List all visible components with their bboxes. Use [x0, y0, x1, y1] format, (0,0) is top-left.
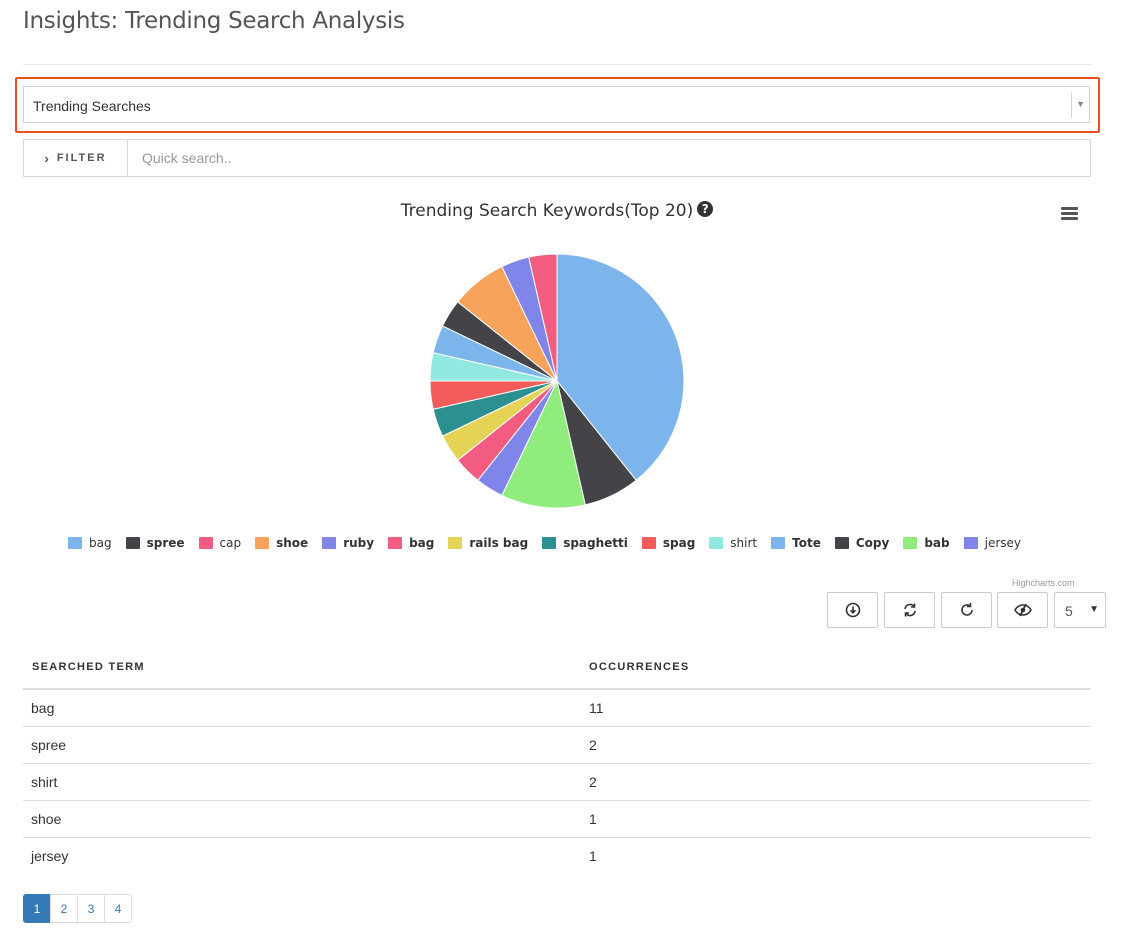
legend-label: spag — [662, 536, 696, 550]
legend-swatch — [322, 537, 337, 549]
legend-swatch — [963, 537, 978, 549]
legend-label: shirt — [730, 536, 758, 550]
legend-label: cap — [219, 536, 242, 550]
pie-slice-bag-0[interactable] — [556, 253, 685, 481]
pie-slice-unlabeled-2[interactable] — [501, 379, 586, 509]
legend-label: ruby — [343, 536, 375, 550]
cell-term: bag — [23, 689, 580, 727]
legend-swatch — [641, 537, 656, 549]
legend-item-spaghetti[interactable]: spaghetti — [542, 536, 628, 550]
legend-label: Copy — [855, 536, 890, 550]
title-divider — [23, 64, 1091, 65]
legend-label: shoe — [276, 536, 309, 550]
chevron-down-icon: ▼ — [1089, 604, 1099, 615]
legend-swatch — [388, 537, 403, 549]
legend-label: spaghetti — [563, 536, 628, 550]
cell-term: jersey — [31, 848, 69, 864]
table-row: shoe 1 — [23, 800, 1091, 838]
pie-chart — [429, 253, 685, 509]
legend-item-spag[interactable]: spag — [641, 536, 696, 550]
legend-item-rails-bag[interactable]: rails bag — [448, 536, 528, 550]
chevron-down-icon[interactable]: ▼ — [1076, 99, 1085, 109]
legend-item-ruby[interactable]: ruby — [322, 536, 374, 550]
quick-search-input[interactable] — [134, 140, 1090, 176]
legend-label: Tote — [792, 536, 821, 550]
legend-item-jersey[interactable]: jersey — [963, 536, 1021, 550]
table-row: jersey 1 — [23, 838, 1091, 875]
legend-item-tote[interactable]: Tote — [771, 536, 821, 550]
legend-swatch — [68, 537, 82, 549]
cell-count: 1 — [589, 848, 597, 864]
report-select-value: Trending Searches — [33, 98, 151, 114]
pie-slice-bag-13[interactable] — [528, 253, 558, 382]
cell-term: spree — [23, 726, 580, 764]
filter-button-label: FILTER — [56, 152, 107, 164]
page-2-button[interactable]: 2 — [50, 894, 78, 923]
legend-label: bab — [924, 536, 950, 550]
filter-bar: › FILTER — [23, 139, 1091, 177]
legend-item-shoe[interactable]: shoe — [255, 536, 308, 550]
cell-count: 1 — [580, 800, 1091, 838]
page-4-button[interactable]: 4 — [104, 894, 132, 923]
legend-item-copy[interactable]: Copy — [834, 536, 890, 550]
results-table: SEARCHED TERM OCCURRENCES bag 11 spree 2 s… — [23, 646, 1091, 874]
table-header-row: SEARCHED TERM OCCURRENCES — [23, 646, 1091, 690]
page-size-select[interactable]: 5 ▼ — [1054, 592, 1106, 628]
legend-label: bag — [89, 536, 112, 550]
cell-count: 2 — [580, 726, 1091, 764]
cell-count: 2 — [580, 763, 1091, 801]
refresh-button[interactable] — [941, 592, 992, 628]
legend-swatch — [834, 537, 849, 549]
column-header-searched-term[interactable]: SEARCHED TERM — [23, 646, 580, 690]
legend-swatch — [448, 537, 463, 549]
pagination: 1 2 3 4 — [23, 894, 132, 923]
legend-label: jersey — [984, 536, 1021, 550]
legend-label: bag — [409, 536, 435, 550]
chart-menu-icon[interactable] — [1061, 207, 1078, 220]
chart-title: Trending Search Keywords(Top 20)? — [0, 201, 1114, 221]
legend-swatch — [255, 537, 270, 549]
filter-button[interactable]: › FILTER — [24, 140, 128, 176]
table-row: shirt 2 — [23, 763, 1091, 801]
chart-legend: bag spree cap shoe ruby bag rails bag spaghetti… — [68, 536, 1035, 550]
select-divider — [1071, 92, 1072, 118]
legend-item-shirt[interactable]: shirt — [709, 536, 757, 550]
hide-icon — [1013, 603, 1032, 617]
legend-label: rails bag — [469, 536, 529, 550]
legend-label: spree — [146, 536, 185, 550]
report-select[interactable]: Trending Searches ▼ — [23, 86, 1090, 123]
legend-item-bag[interactable]: bag — [68, 536, 112, 550]
legend-item-cap[interactable]: cap — [198, 536, 242, 550]
toggle-visibility-button[interactable] — [997, 592, 1048, 628]
chart-credits[interactable]: Highcharts.com — [1012, 578, 1075, 588]
page-size-value: 5 — [1065, 603, 1073, 619]
help-icon[interactable]: ? — [697, 201, 714, 217]
table-row: spree 2 — [23, 726, 1091, 764]
legend-item-bab[interactable]: bab — [903, 536, 950, 550]
legend-item-bag[interactable]: bag — [388, 536, 434, 550]
cell-count: 11 — [580, 689, 1091, 727]
legend-swatch — [709, 537, 724, 549]
column-header-occurrences[interactable]: OCCURRENCES — [580, 646, 1091, 690]
table-row: bag 11 — [23, 689, 1091, 727]
refresh-icon — [960, 603, 973, 616]
chevron-right-icon: › — [44, 150, 49, 166]
sync-icon — [903, 603, 916, 617]
page-1-button[interactable]: 1 — [23, 894, 51, 923]
cell-term: shirt — [23, 763, 580, 801]
sync-button[interactable] — [884, 592, 935, 628]
legend-swatch — [771, 537, 786, 549]
highlight-box — [15, 77, 1100, 133]
legend-swatch — [542, 537, 557, 549]
legend-swatch — [125, 537, 140, 549]
legend-item-spree[interactable]: spree — [125, 536, 185, 550]
cell-term: shoe — [23, 800, 580, 838]
page-title: Insights: Trending Search Analysis — [23, 8, 405, 34]
download-button[interactable] — [827, 592, 878, 628]
legend-swatch — [198, 537, 213, 549]
legend-swatch — [903, 537, 918, 549]
page-3-button[interactable]: 3 — [77, 894, 105, 923]
download-icon — [845, 602, 860, 618]
chart-title-text: Trending Search Keywords(Top 20) — [400, 201, 694, 221]
